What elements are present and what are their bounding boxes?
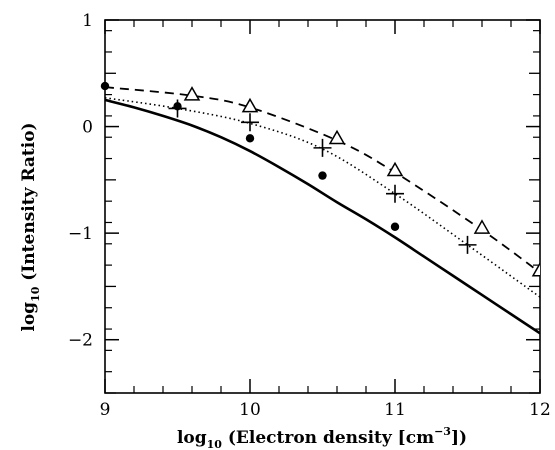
y-tick-label: −1 (68, 224, 93, 244)
triangle-marker (183, 86, 201, 101)
plus-marker (313, 138, 332, 157)
triangle-marker (473, 219, 491, 234)
x-tick-label: 10 (239, 400, 261, 420)
triangle-marker (531, 261, 540, 277)
plot-frame (104, 19, 541, 394)
y-axis-title: log10 (Intensity Ratio) (19, 122, 42, 331)
plus-marker (458, 235, 477, 254)
plus-marker (386, 184, 404, 203)
x-axis-title: log10 (Electron density [cm−3]) (177, 425, 467, 450)
circle-marker (100, 81, 110, 91)
series-line-solid (105, 98, 540, 335)
circle-marker (318, 171, 327, 180)
plus-marker (241, 113, 259, 132)
y-tick-label: 0 (82, 118, 93, 138)
y-tick-label: 1 (82, 11, 93, 31)
circle-marker (390, 222, 400, 231)
plus-marker (168, 99, 187, 118)
x-tick-label: 11 (384, 400, 406, 420)
y-tick-label: −2 (68, 331, 93, 351)
x-tick-label: 12 (529, 400, 551, 420)
series-line-dotted (105, 97, 540, 298)
x-tick-label: 9 (100, 400, 111, 420)
triangle-marker (386, 161, 404, 177)
triangle-marker (328, 129, 346, 145)
circle-marker (245, 134, 255, 143)
triangle-marker (241, 97, 259, 113)
